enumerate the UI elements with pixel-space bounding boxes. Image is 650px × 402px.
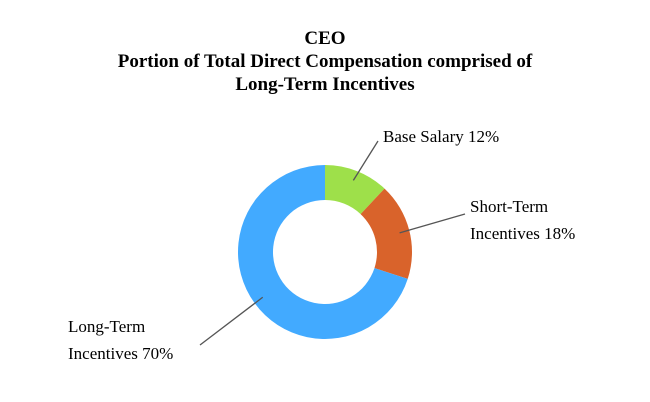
data-label: Short-Term Incentives 18% <box>470 193 600 247</box>
data-label: Long-Term Incentives 70% <box>68 313 198 367</box>
category-label: Long-Term Incentives <box>68 317 146 363</box>
value-label: 12% <box>467 127 500 146</box>
leader-line <box>199 296 264 346</box>
leader-line <box>352 140 379 181</box>
chart-subtitle: Portion of Total Direct Compensation com… <box>117 51 533 72</box>
chart-subtitle: Long-Term Incentives <box>235 74 415 95</box>
donut-slice <box>237 165 408 339</box>
chart-title: CEO <box>304 28 346 49</box>
donut-slice <box>325 165 385 215</box>
value-label: 70% <box>142 344 174 363</box>
value-label: 18% <box>544 224 576 243</box>
donut-slice <box>360 188 412 279</box>
category-label: Base Salary <box>383 127 464 146</box>
data-label: Base Salary 12% <box>383 123 499 150</box>
leader-line <box>399 213 466 234</box>
category-label: Short-Term Incentives <box>470 197 549 243</box>
